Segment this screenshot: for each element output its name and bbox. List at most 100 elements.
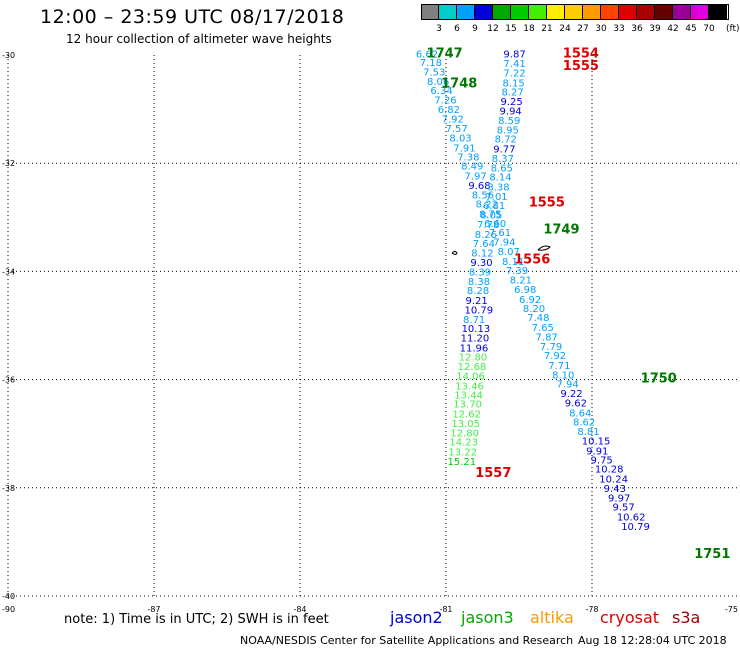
satellite-jason3: jason3 (461, 608, 514, 627)
wave-height-value: 8.59 (498, 116, 520, 127)
wave-height-value: 14.06 (456, 372, 485, 383)
wave-height-value: 8.64 (569, 408, 591, 419)
wave-height-value: 12.80 (459, 353, 488, 364)
wave-height-value: 9.91 (586, 446, 608, 457)
color-swatch (547, 4, 565, 20)
color-scale-tick-label: 45 (685, 24, 697, 34)
pass-time-label: 1750 (641, 371, 677, 386)
latitude-tick-label: -36 (2, 376, 15, 385)
wave-height-value: 9.94 (500, 107, 522, 118)
island-outline (451, 251, 458, 255)
color-scale-tick-label: 15 (505, 24, 517, 34)
pass-time-label: 1555 (529, 195, 565, 210)
wave-height-value: 7.65 (532, 323, 554, 334)
wave-height-value: 8.06 (427, 77, 449, 88)
wave-height-value: 15.21 (447, 457, 476, 468)
wave-height-value: 8.39 (469, 268, 491, 279)
color-swatch (439, 4, 457, 20)
wave-height-value: 9.21 (465, 296, 487, 307)
pass-time-label: 1748 (441, 76, 477, 91)
wave-height-value: 10.79 (621, 522, 650, 533)
pass-time-label: 1751 (694, 547, 730, 562)
latitude-tick-label: -32 (2, 159, 15, 168)
wave-height-value: 13.70 (453, 400, 482, 411)
wave-height-value: 7.48 (527, 313, 549, 324)
wave-height-value: 11.96 (460, 343, 489, 354)
wave-height-value: 13.05 (451, 419, 480, 430)
wave-height-value: 7.57 (446, 124, 468, 135)
wave-height-value: 7.94 (556, 380, 578, 391)
wave-height-value: 8.03 (449, 134, 471, 145)
wave-height-value: 9.43 (604, 484, 626, 495)
island-outline (537, 245, 551, 251)
wave-height-value: 8.26 (475, 230, 497, 241)
wave-height-value: 6.82 (438, 105, 460, 116)
pass-time-label: 1747 (427, 47, 463, 62)
wave-height-value: 7.71 (548, 361, 570, 372)
wave-height-value: 8.15 (502, 78, 524, 89)
wave-height-value: 7.53 (423, 68, 445, 79)
wave-height-value: 7.78 (477, 220, 499, 231)
color-swatch (619, 4, 637, 20)
wave-height-value: 8.38 (487, 182, 509, 193)
color-scale-tick-label: 18 (523, 24, 535, 34)
color-scale-tick-label: 9 (472, 24, 478, 34)
wave-height-value: 7.41 (503, 59, 525, 70)
wave-height-value: 7.92 (544, 351, 566, 362)
wave-height-value: 8.95 (497, 125, 519, 136)
color-swatch (421, 4, 439, 20)
wave-height-value: 7.01 (485, 192, 507, 203)
wave-height-value: 9.75 (591, 455, 613, 466)
longitude-tick-label: -84 (293, 605, 306, 614)
wave-height-value: 8.10 (552, 371, 574, 382)
wave-height-value: 6.34 (430, 86, 452, 97)
wave-height-value: 9.57 (612, 503, 634, 514)
wave-height-value: 7.64 (473, 239, 495, 250)
wave-height-value: 10.15 (582, 437, 611, 448)
color-swatch (511, 4, 529, 20)
wave-height-value: 9.97 (608, 493, 630, 504)
color-scale-tick-label: 33 (613, 24, 625, 34)
satellite-jason2: jason2 (390, 608, 443, 627)
wave-height-value: 8.62 (573, 418, 595, 429)
wave-height-value: 8.81 (577, 427, 599, 438)
color-scale-tick-label: 27 (577, 24, 589, 34)
latitude-tick-label: -30 (2, 51, 15, 60)
color-swatch (457, 4, 475, 20)
latitude-tick-label: -38 (2, 484, 15, 493)
wave-height-value: 8.56 (472, 190, 494, 201)
wave-height-value: 6.62 (416, 50, 438, 61)
longitude-tick-label: -81 (439, 605, 452, 614)
wave-height-value: 8.11 (502, 257, 524, 268)
color-scale-tick-label: 6 (454, 24, 460, 34)
latitude-tick-label: -40 (2, 592, 15, 601)
wave-height-value: 8.27 (501, 88, 523, 99)
wave-height-value: 14.23 (449, 438, 478, 449)
wave-height-value: 7.79 (540, 342, 562, 353)
wave-height-value: 8.72 (495, 135, 517, 146)
color-scale-tick-label: 21 (541, 24, 553, 34)
wave-height-value: 9.62 (565, 399, 587, 410)
page-title: 12:00 – 23:59 UTC 08/17/2018 (40, 6, 345, 28)
wave-height-value: 10.62 (617, 512, 646, 523)
pass-time-label: 1555 (563, 59, 599, 74)
color-swatch (637, 4, 655, 20)
color-swatch (601, 4, 619, 20)
wave-height-value: 9.77 (493, 144, 515, 155)
wave-height-value: 12.80 (450, 428, 479, 439)
wave-height-value: 7.87 (536, 333, 558, 344)
color-swatch (709, 4, 727, 20)
color-scale-tick-label: 70 (703, 24, 715, 34)
wave-height-value: 7.38 (457, 152, 479, 163)
wave-height-value: 8.21 (510, 275, 532, 286)
wave-height-value: 6.98 (514, 285, 536, 296)
pass-time-label: 1556 (514, 252, 550, 267)
color-scale-tick-label: 42 (667, 24, 679, 34)
wave-height-value: 6.60 (484, 219, 506, 230)
wave-height-value: 11.20 (461, 334, 490, 345)
wave-height-value: 8.07 (498, 247, 520, 258)
color-swatch (655, 4, 673, 20)
longitude-tick-label: -87 (147, 605, 160, 614)
wave-height-value: 8.22 (476, 200, 498, 211)
